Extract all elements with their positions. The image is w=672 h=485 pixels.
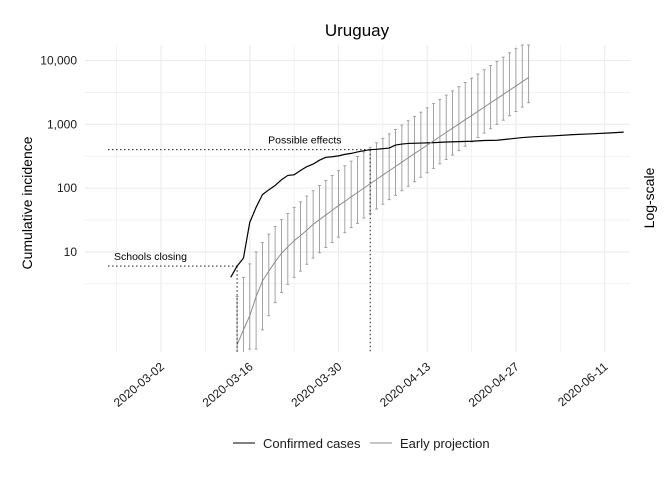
x-tick-label: 2020-04-27 bbox=[466, 359, 522, 409]
side-scale-label: Log-scale bbox=[641, 167, 657, 228]
series-line-confirmed bbox=[230, 131, 624, 278]
annotation-label: Schools closing bbox=[114, 251, 187, 263]
errorbar-layer bbox=[235, 44, 531, 352]
legend-label-early-projection: Early projection bbox=[400, 436, 490, 451]
x-tick-label: 2020-04-13 bbox=[377, 359, 433, 409]
y-tick-label: 1,000 bbox=[47, 117, 77, 131]
x-tick-label: 2020-03-30 bbox=[288, 359, 344, 409]
series-line-projection bbox=[236, 77, 529, 346]
annotation-label: Possible effects bbox=[268, 135, 341, 147]
annotation-layer: Schools closing Possible effects bbox=[108, 135, 371, 352]
legend-label-confirmed-cases: Confirmed cases bbox=[263, 436, 361, 451]
y-tick-label: 100 bbox=[57, 181, 77, 195]
x-tick-label: 2020-03-02 bbox=[111, 359, 167, 409]
y-tick-label: 10,000 bbox=[40, 54, 77, 68]
legend: Confirmed cases Early projection bbox=[233, 436, 490, 451]
y-axis-title: Cumulative incidence bbox=[19, 136, 35, 269]
series-line-layer bbox=[230, 77, 624, 346]
x-tick-label: 2020-03-16 bbox=[200, 359, 256, 409]
y-tick-label: 10 bbox=[64, 245, 78, 259]
chart-title: Uruguay bbox=[325, 21, 390, 40]
x-tick-label: 2020-06-11 bbox=[555, 359, 611, 409]
